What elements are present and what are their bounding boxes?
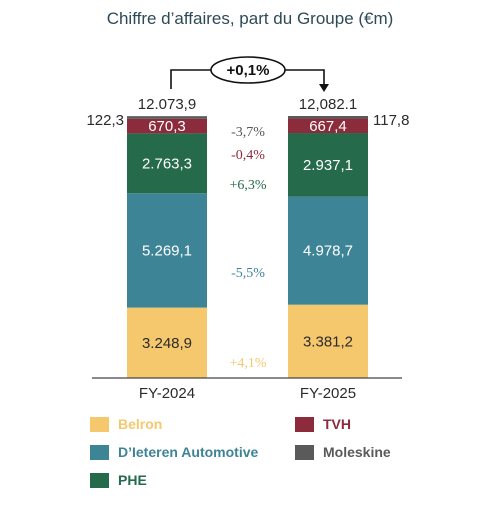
legend-swatch-tvh bbox=[295, 416, 314, 432]
data-label-tvh-fy-2025: 667,4 bbox=[309, 118, 347, 135]
data-label-belron-fy-2025: 3.381,2 bbox=[303, 333, 353, 350]
bar-segment-dieteren-automotive-fy-2025 bbox=[288, 196, 368, 305]
change-label-tvh: -0,4% bbox=[231, 148, 265, 163]
bar-segment-moleskine-fy-2025 bbox=[288, 115, 368, 119]
total-label-fy-2024: 12.073,9 bbox=[138, 96, 196, 113]
data-label-tvh-fy-2024: 670,3 bbox=[148, 118, 186, 135]
legend-label-tvh: TVH bbox=[323, 416, 351, 432]
bar-segment-belron-fy-2025 bbox=[288, 304, 368, 378]
legend-swatch-dieteren-automotive bbox=[90, 444, 109, 460]
legend-swatch-phe bbox=[90, 472, 109, 488]
data-label-phe-fy-2024: 2.763,3 bbox=[142, 155, 192, 172]
bar-segment-belron-fy-2024 bbox=[127, 307, 207, 378]
chart-legend: Belron TVH D’Ieteren Automotive Moleskin… bbox=[90, 416, 420, 496]
bar-segment-tvh-fy-2024 bbox=[127, 118, 207, 134]
bar-segment-dieteren-automotive-fy-2024 bbox=[127, 193, 207, 308]
legend-label-moleskine: Moleskine bbox=[323, 444, 391, 460]
bar-segment-phe-fy-2025 bbox=[288, 133, 368, 197]
change-badge bbox=[210, 56, 286, 84]
chart-title: Chiffre d’affaires, part du Groupe (€m) bbox=[107, 9, 394, 28]
data-label-dieteren-automotive-fy-2024: 5.269,1 bbox=[142, 242, 192, 259]
change-label-dieteren-automotive: -5,5% bbox=[231, 266, 265, 281]
data-label-phe-fy-2025: 2.937,1 bbox=[303, 157, 353, 174]
legend-item-moleskine: Moleskine bbox=[295, 444, 391, 460]
change-label-moleskine: -3,7% bbox=[231, 125, 265, 140]
legend-label-belron: Belron bbox=[118, 416, 163, 432]
legend-item-belron: Belron bbox=[90, 416, 162, 432]
bar-segment-phe-fy-2024 bbox=[127, 133, 207, 194]
legend-label-dieteren-automotive: D’Ieteren Automotive bbox=[118, 444, 259, 460]
legend-item-dieteren-automotive: D’Ieteren Automotive bbox=[90, 444, 258, 460]
bar-segment-moleskine-fy-2024 bbox=[127, 116, 207, 119]
data-label-moleskine-fy-2024: 122,3 bbox=[86, 112, 124, 129]
change-badge-label: +0,1% bbox=[227, 62, 270, 79]
arrow-down-icon bbox=[319, 84, 329, 92]
change-label-belron: +4,1% bbox=[229, 356, 266, 371]
change-label-phe: +6,3% bbox=[229, 178, 266, 193]
legend-swatch-moleskine bbox=[295, 444, 314, 460]
data-label-belron-fy-2024: 3.248,9 bbox=[142, 335, 192, 352]
legend-item-phe: PHE bbox=[90, 472, 147, 488]
x-tick-label-fy-2025: FY-2025 bbox=[300, 385, 356, 402]
legend-item-tvh: TVH bbox=[295, 416, 351, 432]
total-label-fy-2025: 12,082.1 bbox=[299, 96, 357, 113]
bar-segment-tvh-fy-2025 bbox=[288, 118, 368, 134]
data-label-moleskine-fy-2025: 117,8 bbox=[373, 112, 409, 129]
legend-swatch-belron bbox=[90, 416, 109, 432]
data-label-dieteren-automotive-fy-2025: 4.978,7 bbox=[303, 243, 353, 260]
x-tick-label-fy-2024: FY-2024 bbox=[139, 385, 195, 402]
legend-label-phe: PHE bbox=[118, 472, 147, 488]
